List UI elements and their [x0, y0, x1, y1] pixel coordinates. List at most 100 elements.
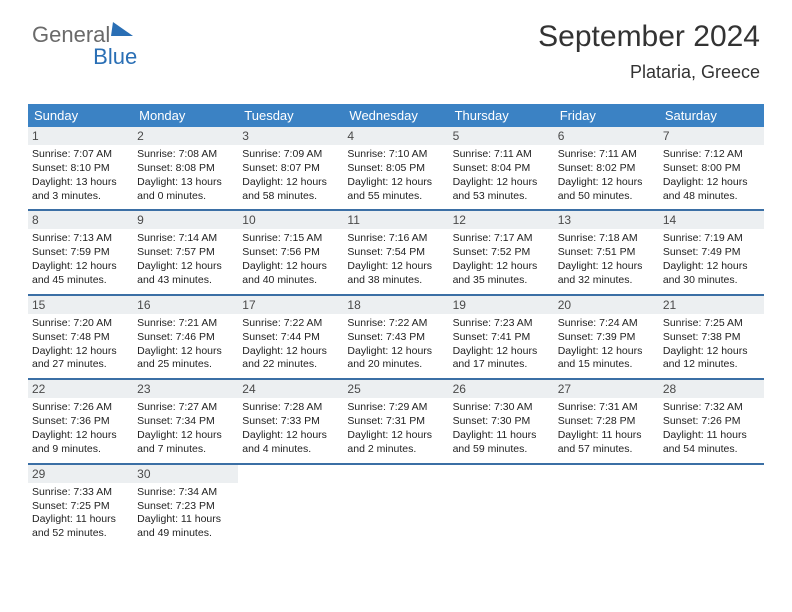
sunset-text: Sunset: 7:33 PM — [242, 415, 339, 429]
dow-sunday: Sunday — [28, 104, 133, 127]
daylight-text-2: and 55 minutes. — [347, 190, 444, 204]
logo-triangle-icon — [111, 22, 135, 36]
daylight-text-2: and 15 minutes. — [558, 358, 655, 372]
daylight-text-1: Daylight: 12 hours — [453, 260, 550, 274]
daylight-text-1: Daylight: 12 hours — [242, 260, 339, 274]
sunrise-text: Sunrise: 7:29 AM — [347, 401, 444, 415]
daylight-text-2: and 53 minutes. — [453, 190, 550, 204]
sunrise-text: Sunrise: 7:25 AM — [663, 317, 760, 331]
daylight-text-2: and 45 minutes. — [32, 274, 129, 288]
sunrise-text: Sunrise: 7:09 AM — [242, 148, 339, 162]
sunrise-text: Sunrise: 7:30 AM — [453, 401, 550, 415]
calendar-cell: 26 Sunrise: 7:30 AMSunset: 7:30 PMDayligh… — [449, 380, 554, 462]
daylight-text-1: Daylight: 12 hours — [347, 345, 444, 359]
daylight-text-1: Daylight: 12 hours — [663, 345, 760, 359]
sunrise-text: Sunrise: 7:26 AM — [32, 401, 129, 415]
daylight-text-2: and 12 minutes. — [663, 358, 760, 372]
daylight-text-2: and 58 minutes. — [242, 190, 339, 204]
calendar-cell: 8Sunrise: 7:13 AMSunset: 7:59 PMDaylight… — [28, 211, 133, 293]
calendar-week: 29Sunrise: 7:33 AMSunset: 7:25 PMDayligh… — [28, 465, 764, 547]
sunrise-text: Sunrise: 7:22 AM — [347, 317, 444, 331]
day-number: 1 — [28, 127, 133, 145]
sunrise-text: Sunrise: 7:07 AM — [32, 148, 129, 162]
calendar-cell: 16Sunrise: 7:21 AMSunset: 7:46 PMDayligh… — [133, 296, 238, 378]
day-number: 24 — [238, 380, 343, 398]
calendar-cell: . — [554, 465, 659, 547]
day-of-week-header: Sunday Monday Tuesday Wednesday Thursday… — [28, 104, 764, 127]
daylight-text-1: Daylight: 12 hours — [32, 345, 129, 359]
day-number: 26 — [449, 380, 554, 398]
daylight-text-2: and 54 minutes. — [663, 443, 760, 457]
calendar-cell: 29Sunrise: 7:33 AMSunset: 7:25 PMDayligh… — [28, 465, 133, 547]
day-number: 29 — [28, 465, 133, 483]
calendar-cell: 15Sunrise: 7:20 AMSunset: 7:48 PMDayligh… — [28, 296, 133, 378]
day-number: 20 — [554, 296, 659, 314]
sunrise-text: Sunrise: 7:14 AM — [137, 232, 234, 246]
day-number: 21 — [659, 296, 764, 314]
calendar-cell: . — [343, 465, 448, 547]
day-number: 8 — [28, 211, 133, 229]
dow-saturday: Saturday — [659, 104, 764, 127]
daylight-text-2: and 35 minutes. — [453, 274, 550, 288]
day-number: 6 — [554, 127, 659, 145]
daylight-text-1: Daylight: 11 hours — [453, 429, 550, 443]
calendar-cell: 13Sunrise: 7:18 AMSunset: 7:51 PMDayligh… — [554, 211, 659, 293]
daylight-text-1: Daylight: 12 hours — [347, 176, 444, 190]
daylight-text-1: Daylight: 12 hours — [32, 260, 129, 274]
sunset-text: Sunset: 7:43 PM — [347, 331, 444, 345]
daylight-text-1: Daylight: 11 hours — [137, 513, 234, 527]
sunrise-text: Sunrise: 7:27 AM — [137, 401, 234, 415]
day-number: 13 — [554, 211, 659, 229]
sunrise-text: Sunrise: 7:13 AM — [32, 232, 129, 246]
sunset-text: Sunset: 7:41 PM — [453, 331, 550, 345]
sunset-text: Sunset: 7:51 PM — [558, 246, 655, 260]
day-number: 18 — [343, 296, 448, 314]
daylight-text-2: and 48 minutes. — [663, 190, 760, 204]
sunset-text: Sunset: 7:46 PM — [137, 331, 234, 345]
sunset-text: Sunset: 7:39 PM — [558, 331, 655, 345]
sunset-text: Sunset: 7:23 PM — [137, 500, 234, 514]
daylight-text-2: and 25 minutes. — [137, 358, 234, 372]
day-number: 15 — [28, 296, 133, 314]
sunset-text: Sunset: 7:38 PM — [663, 331, 760, 345]
calendar-cell: 23Sunrise: 7:27 AMSunset: 7:34 PMDayligh… — [133, 380, 238, 462]
calendar-week: 1Sunrise: 7:07 AMSunset: 8:10 PMDaylight… — [28, 127, 764, 211]
day-number: 10 — [238, 211, 343, 229]
sunrise-text: Sunrise: 7:33 AM — [32, 486, 129, 500]
daylight-text-2: and 17 minutes. — [453, 358, 550, 372]
calendar-cell: 18 Sunrise: 7:22 AMSunset: 7:43 PMDayligh… — [343, 296, 448, 378]
sunrise-text: Sunrise: 7:11 AM — [453, 148, 550, 162]
sunset-text: Sunset: 7:56 PM — [242, 246, 339, 260]
daylight-text-2: and 0 minutes. — [137, 190, 234, 204]
sunset-text: Sunset: 7:30 PM — [453, 415, 550, 429]
daylight-text-1: Daylight: 12 hours — [137, 260, 234, 274]
daylight-text-2: and 43 minutes. — [137, 274, 234, 288]
daylight-text-2: and 3 minutes. — [32, 190, 129, 204]
calendar-cell: . — [238, 465, 343, 547]
calendar-cell: 25Sunrise: 7:29 AMSunset: 7:31 PMDayligh… — [343, 380, 448, 462]
daylight-text-2: and 4 minutes. — [242, 443, 339, 457]
day-number: 22 — [28, 380, 133, 398]
daylight-text-2: and 59 minutes. — [453, 443, 550, 457]
sunrise-text: Sunrise: 7:23 AM — [453, 317, 550, 331]
daylight-text-2: and 7 minutes. — [137, 443, 234, 457]
sunrise-text: Sunrise: 7:22 AM — [242, 317, 339, 331]
daylight-text-1: Daylight: 13 hours — [137, 176, 234, 190]
day-number: 2 — [133, 127, 238, 145]
daylight-text-1: Daylight: 11 hours — [558, 429, 655, 443]
sunset-text: Sunset: 7:52 PM — [453, 246, 550, 260]
daylight-text-1: Daylight: 12 hours — [347, 429, 444, 443]
daylight-text-2: and 50 minutes. — [558, 190, 655, 204]
calendar-cell: 30Sunrise: 7:34 AMSunset: 7:23 PMDayligh… — [133, 465, 238, 547]
sunrise-text: Sunrise: 7:24 AM — [558, 317, 655, 331]
daylight-text-1: Daylight: 12 hours — [137, 429, 234, 443]
daylight-text-1: Daylight: 12 hours — [242, 176, 339, 190]
sunrise-text: Sunrise: 7:19 AM — [663, 232, 760, 246]
dow-friday: Friday — [554, 104, 659, 127]
sunrise-text: Sunrise: 7:20 AM — [32, 317, 129, 331]
sunset-text: Sunset: 8:07 PM — [242, 162, 339, 176]
sunrise-text: Sunrise: 7:34 AM — [137, 486, 234, 500]
calendar-cell: 19Sunrise: 7:23 AMSunset: 7:41 PMDayligh… — [449, 296, 554, 378]
sunset-text: Sunset: 7:26 PM — [663, 415, 760, 429]
day-number: 11 — [343, 211, 448, 229]
